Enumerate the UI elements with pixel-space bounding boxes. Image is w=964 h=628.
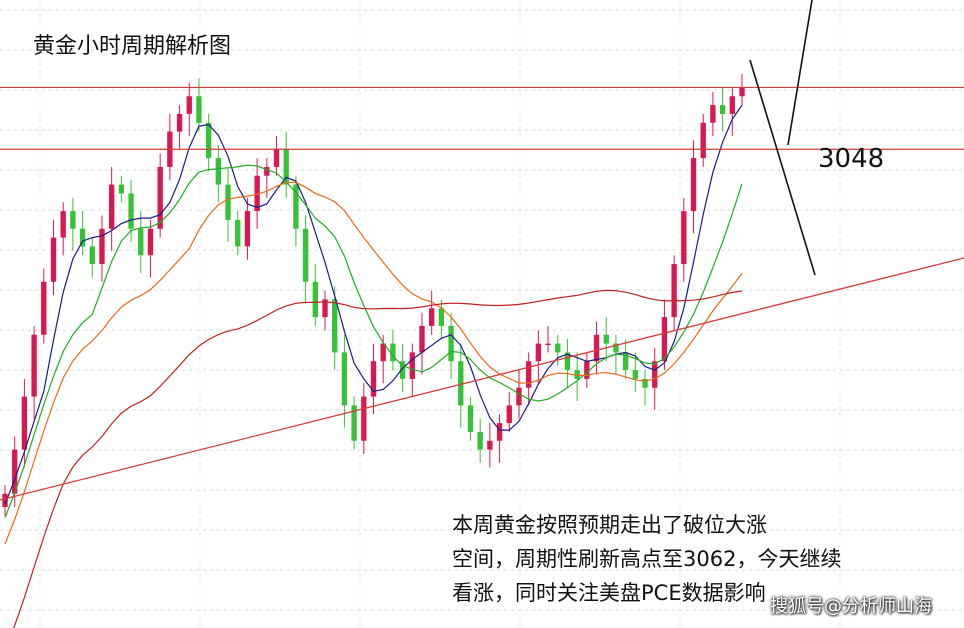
candle [118,184,125,194]
candle [555,343,561,353]
candle [50,237,57,282]
candle [186,96,192,114]
moving-average-line [4,164,743,518]
candle [244,211,251,247]
candle [138,228,144,256]
candle [147,228,154,256]
candle [719,105,726,114]
note-line: 空间，周期性刷新高点至3062，今天继续 [452,547,842,571]
candle [467,405,474,432]
candle [205,122,212,159]
candle [235,219,241,247]
level-3048-label: 3048 [818,144,885,174]
chart-title: 黄金小时周期解析图 [33,34,232,59]
candle [477,431,483,450]
candle [710,105,716,123]
candle [2,493,8,507]
candle [652,361,658,388]
candle [215,158,222,185]
candle [79,228,86,247]
candle [700,122,706,159]
candle [293,184,299,229]
candle [419,325,425,353]
candle [603,334,609,344]
candle [593,334,600,362]
candle [109,184,115,229]
candle [390,343,396,362]
candle [41,281,47,335]
candle [332,299,338,353]
candle [12,449,18,494]
candle [157,166,163,229]
candle [99,228,105,265]
candle [196,96,202,123]
trendline [0,257,964,501]
candle [283,149,289,185]
candle [535,343,542,362]
candle [302,228,309,282]
candle [448,325,454,362]
watermark: 搜狐号@分析师山海 [770,596,932,617]
candle [690,158,697,212]
candle [642,378,648,388]
note-line: 本周黄金按照预期走出了破位大涨 [452,513,767,537]
candle [273,149,280,167]
candle [264,166,270,176]
candle [613,343,619,353]
candle [438,308,445,326]
candle [671,264,677,318]
projection-line [749,59,816,276]
candle [370,361,377,397]
candle [176,113,183,132]
candle [225,184,231,220]
candle [429,308,435,326]
candle [254,175,260,212]
candle [380,343,386,362]
candle [661,317,668,362]
candle [506,405,512,424]
candle [681,211,687,265]
candle [574,370,580,379]
candle [60,211,66,238]
moving-average-line [4,181,743,545]
candle [399,361,406,379]
candle [89,246,95,265]
candle [545,343,551,346]
candle [322,299,328,318]
candle [622,352,629,371]
analysis-note: 本周黄金按照预期走出了破位大涨 空间，周期性刷新高点至3062，今天继续 看涨，… [452,508,952,610]
candle [70,211,76,229]
projection-line [787,0,813,146]
candle [496,423,503,441]
candle [128,193,134,229]
moving-average-line [4,104,743,505]
candle [584,361,590,379]
candle [361,396,367,441]
candle [341,352,348,406]
candle [564,352,571,371]
candle [351,405,357,441]
note-line: 看涨，同时关注美盘PCE数据影响 [452,581,766,605]
candle [458,361,464,406]
candle [739,87,745,97]
moving-average-line [13,289,743,628]
candle [487,440,493,450]
candle [312,281,318,318]
candle [516,387,522,406]
candle [525,361,532,388]
candle [632,370,638,379]
candle [729,96,735,114]
candle [409,352,415,379]
candle [31,334,37,397]
candle [21,396,28,450]
